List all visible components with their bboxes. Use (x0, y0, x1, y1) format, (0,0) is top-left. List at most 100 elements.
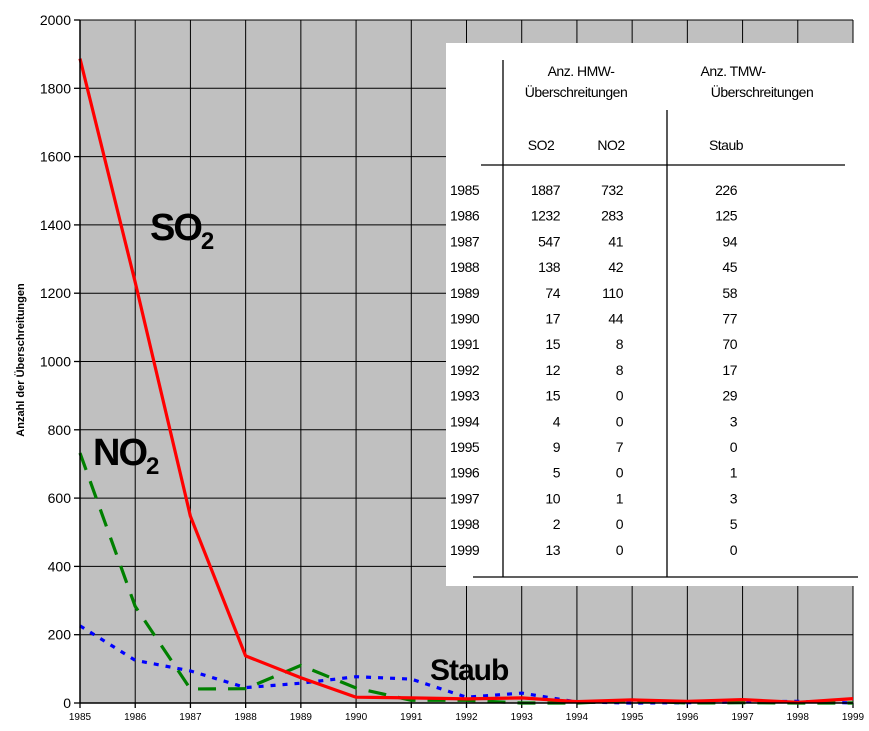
x-tick-label-1994: 1994 (566, 712, 589, 723)
table-background (446, 43, 854, 586)
series-label-so2: SO2 (150, 207, 214, 255)
table-cell-staub: 5 (730, 516, 738, 532)
table-cell-year: 1986 (450, 208, 480, 224)
x-tick-label-1986: 1986 (124, 712, 147, 723)
table-row: 1995 9 7 0 (450, 439, 738, 455)
table-cell-no2: 0 (616, 465, 624, 481)
table-cell-so2: 12 (545, 362, 560, 378)
table-row: 1993 15 0 29 (450, 388, 738, 404)
table-row: 1988 138 42 45 (450, 259, 738, 275)
y-tick-label-200: 200 (48, 627, 72, 643)
table-cell-no2: 44 (608, 311, 623, 327)
table-row: 1986 1232 283 125 (450, 208, 738, 224)
table-cell-so2: 1887 (531, 182, 561, 198)
y-axis-title: Anzahl der Überschreitungen (14, 283, 27, 437)
table-cell-year: 1994 (450, 413, 480, 429)
x-tick-label-1992: 1992 (455, 712, 478, 723)
x-tick-label-1991: 1991 (400, 712, 423, 723)
series-label-so2-name: SO (150, 207, 201, 249)
table-cell-year: 1988 (450, 259, 480, 275)
table-cell-staub: 58 (722, 285, 737, 301)
table-row: 1985 1887 732 226 (450, 182, 738, 198)
series-label-no2: NO2 (93, 432, 159, 480)
y-tick-label-800: 800 (48, 422, 72, 438)
table-cell-no2: 0 (616, 542, 624, 558)
table-cell-so2: 547 (538, 233, 561, 249)
table-row: 1989 74 110 58 (450, 285, 738, 301)
x-tick-label-1985: 1985 (69, 712, 92, 723)
table-cell-so2: 17 (545, 311, 560, 327)
table-cell-staub: 45 (722, 259, 737, 275)
table-cell-no2: 8 (616, 362, 624, 378)
table-cell-staub: 0 (730, 439, 738, 455)
x-tick-label-1987: 1987 (179, 712, 202, 723)
table-row: 1990 17 44 77 (450, 311, 738, 327)
table-cell-staub: 125 (715, 208, 738, 224)
table-row: 1994 4 0 3 (450, 413, 738, 429)
x-tick-label-1988: 1988 (235, 712, 258, 723)
column-header-staub: Staub (709, 137, 744, 153)
x-tick-label-1990: 1990 (345, 712, 368, 723)
y-tick-label-1800: 1800 (40, 80, 71, 96)
x-tick-label-1999: 1999 (842, 712, 865, 723)
table-cell-year: 1987 (450, 233, 480, 249)
table-cell-so2: 138 (538, 259, 561, 275)
column-header-so2: SO2 (528, 137, 555, 153)
x-tick-label-1993: 1993 (511, 712, 534, 723)
x-tick-label-1998: 1998 (787, 712, 810, 723)
series-line-staub (79, 624, 854, 705)
header-hmw-line1: Anz. HMW- (548, 63, 616, 79)
table-cell-year: 1990 (450, 311, 480, 327)
table-cell-so2: 74 (545, 285, 560, 301)
table-cell-year: 1992 (450, 362, 480, 378)
y-axis: 0 200 400 600 800 1000 1200 1400 1600 1800 2000 (40, 12, 80, 711)
table-cell-no2: 110 (602, 285, 624, 301)
y-tick-label-0: 0 (63, 695, 71, 711)
table-cell-so2: 10 (545, 490, 560, 506)
table-cell-so2: 9 (553, 439, 561, 455)
series-lines (78, 58, 854, 705)
table-cell-year: 1991 (450, 336, 480, 352)
table-cell-no2: 0 (616, 388, 624, 404)
table-cell-year: 1985 (450, 182, 480, 198)
table-cell-no2: 41 (608, 233, 623, 249)
table-cell-no2: 0 (616, 413, 624, 429)
table-cell-year: 1997 (450, 490, 480, 506)
table-cell-year: 1993 (450, 388, 480, 404)
series-label-no2-name: NO (93, 432, 146, 474)
table-cell-no2: 8 (616, 336, 624, 352)
table-row: 1992 12 8 17 (450, 362, 738, 378)
header-tmw-line2: Überschreitungen (711, 83, 814, 100)
table-cell-so2: 2 (553, 516, 561, 532)
table-cell-so2: 1232 (531, 208, 561, 224)
table-cell-no2: 732 (601, 182, 624, 198)
table-cell-no2: 0 (616, 516, 624, 532)
table-cell-year: 1989 (450, 285, 480, 301)
table-cell-so2: 13 (545, 542, 560, 558)
table-cell-no2: 283 (601, 208, 624, 224)
x-axis: 1985 1986 1987 1988 1989 1990 1991 1992 1993 1994… (69, 703, 865, 723)
y-tick-label-1600: 1600 (40, 149, 71, 165)
column-header-no2: NO2 (597, 137, 625, 153)
x-tick-label-1995: 1995 (621, 712, 644, 723)
table-cell-staub: 1 (730, 465, 738, 481)
x-tick-label-1989: 1989 (290, 712, 313, 723)
table-cell-staub: 29 (722, 388, 737, 404)
header-tmw-line1: Anz. TMW- (701, 63, 767, 79)
table-cell-so2: 15 (545, 336, 560, 352)
y-tick-label-1200: 1200 (40, 285, 71, 301)
table-cell-year: 1998 (450, 516, 480, 532)
table-cell-year: 1999 (450, 542, 480, 558)
header-hmw-line2: Überschreitungen (525, 83, 628, 100)
table-cell-staub: 3 (730, 413, 738, 429)
table-cell-year: 1996 (450, 465, 480, 481)
y-tick-label-600: 600 (48, 490, 72, 506)
table-row: 1999 13 0 0 (450, 542, 738, 558)
table-cell-staub: 0 (730, 542, 738, 558)
data-table: Anz. HMW- Überschreitungen Anz. TMW- Übe… (446, 43, 858, 586)
y-tick-label-400: 400 (48, 558, 72, 574)
table-cell-year: 1995 (450, 439, 480, 455)
table-cell-staub: 17 (722, 362, 737, 378)
